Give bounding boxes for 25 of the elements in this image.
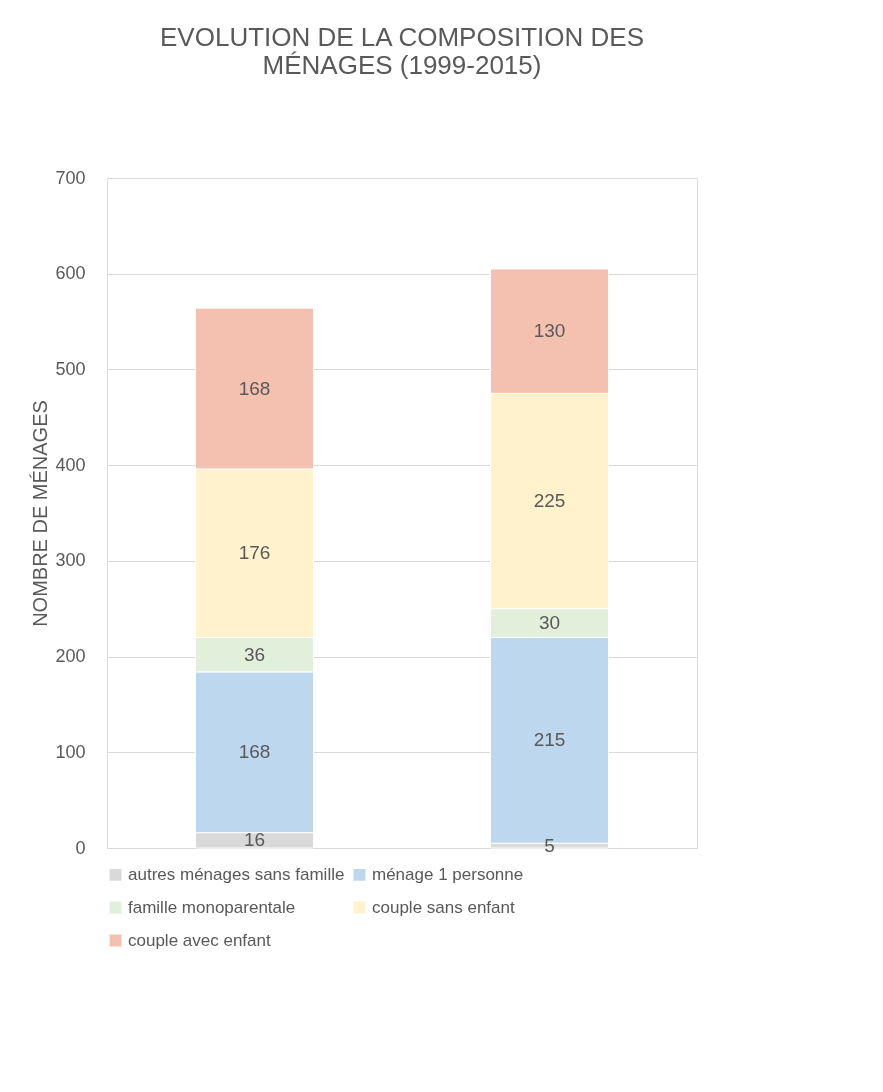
data-label: 36: [243, 643, 266, 665]
data-label: 176: [238, 542, 271, 564]
y-tick-label: 100: [55, 741, 86, 762]
y-tick-label: 300: [55, 550, 86, 571]
data-label: 215: [533, 729, 566, 751]
legend-label: famille monoparentale: [128, 897, 296, 917]
y-tick-label: 500: [55, 358, 86, 379]
data-label: 168: [238, 377, 271, 399]
y-tick-label: 0: [75, 837, 86, 858]
data-label: 5: [544, 834, 555, 856]
data-label: 168: [238, 741, 271, 763]
legend-label: couple sans enfant: [372, 897, 515, 917]
data-label: 16: [243, 829, 266, 851]
data-label: 225: [533, 490, 566, 512]
y-tick-label: 400: [55, 454, 86, 475]
chart-title: EVOLUTION DE LA COMPOSITION DES MÉNAGES (1999-2015): [160, 22, 644, 80]
data-label: 130: [533, 320, 566, 342]
y-tick-label: 200: [55, 646, 86, 667]
y-axis-title: NOMBRE DE MÉNAGES: [29, 400, 52, 627]
legend-label: ménage 1 personne: [372, 864, 524, 884]
data-label: 30: [538, 612, 561, 634]
y-tick-label: 600: [55, 263, 86, 284]
legend-label: autres ménages sans famille: [128, 864, 345, 884]
legend-label: couple avec enfant: [128, 930, 271, 950]
y-tick-label: 700: [55, 167, 86, 188]
